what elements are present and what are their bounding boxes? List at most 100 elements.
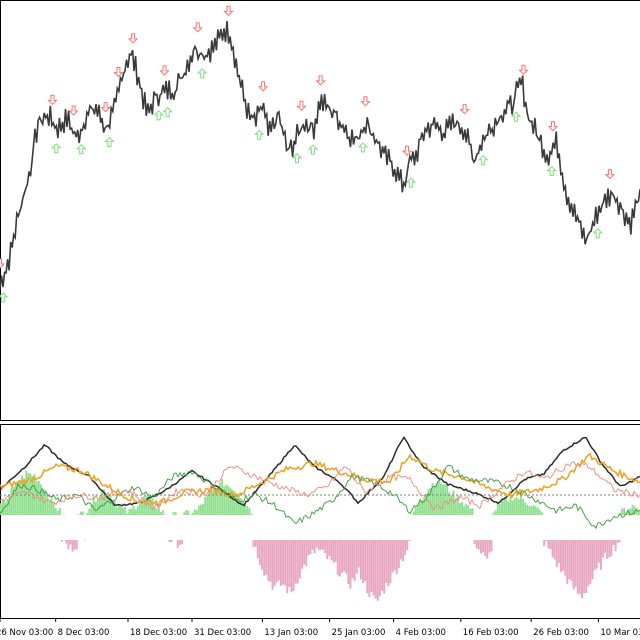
histogram-bar-positive: [56, 510, 59, 515]
histogram-bar-negative: [326, 540, 329, 560]
histogram-bar-negative: [570, 540, 573, 581]
sell-arrow-shape: [47, 94, 58, 106]
x-tick-label: 4 Feb 03:00: [396, 628, 446, 638]
histogram-bar-negative: [585, 540, 588, 593]
histogram-bar-negative: [351, 540, 354, 579]
histogram-bar-positive: [117, 505, 120, 515]
histogram-bar-positive: [541, 512, 543, 515]
histogram-bar-positive: [52, 502, 55, 515]
histogram-bar-positive: [212, 488, 215, 515]
histogram-bar-positive: [524, 502, 527, 515]
histogram-bar-negative: [181, 540, 183, 544]
histogram-bar-negative: [393, 540, 396, 571]
histogram-bar-negative: [600, 540, 602, 570]
histogram-bar-negative: [362, 540, 364, 583]
histogram-bar-positive: [80, 511, 82, 515]
histogram-bar-positive: [115, 507, 118, 515]
orange-line-series: [0, 452, 640, 507]
histogram-bar-negative: [347, 540, 350, 584]
histogram-bar-positive: [513, 498, 516, 515]
buy-arrow-icon: [51, 143, 62, 154]
histogram-bar-negative: [595, 540, 598, 569]
histogram-bar-positive: [132, 505, 135, 515]
histogram-bar-negative: [313, 540, 316, 554]
x-tick-label: 10 Mar 03:00: [600, 628, 640, 638]
histogram-bar-positive: [107, 495, 110, 515]
histogram-bar-negative: [572, 540, 575, 590]
buy-arrow-icon: [546, 165, 557, 176]
sell-arrow-icon: [159, 65, 170, 76]
histogram-bar-negative: [562, 540, 564, 571]
buy-arrow-shape: [357, 142, 369, 153]
histogram-bar-positive: [223, 486, 226, 515]
histogram-bar-positive: [185, 510, 188, 515]
sell-arrow-icon: [518, 64, 529, 75]
histogram-bar-positive: [33, 474, 36, 515]
histogram-bar-negative: [292, 540, 295, 591]
histogram-bar-negative: [73, 540, 76, 550]
sell-arrow-icon: [192, 22, 203, 33]
x-tick-label: 18 Dec 03:00: [130, 628, 187, 638]
buy-arrow-shape: [162, 107, 173, 118]
histogram-bar-negative: [311, 540, 314, 550]
histogram-bar-negative: [408, 540, 411, 541]
histogram-bar-positive: [58, 507, 61, 515]
histogram-bar-positive: [214, 487, 217, 515]
sell-arrow-icon: [223, 5, 234, 17]
histogram-bar-positive: [469, 508, 472, 515]
histogram-bar-positive: [461, 501, 463, 515]
histogram-bar-positive: [202, 504, 204, 515]
green-line-series: [0, 464, 640, 530]
histogram-bar-negative: [477, 540, 480, 550]
histogram-bar-negative: [332, 540, 335, 563]
histogram-bar-negative: [353, 540, 356, 581]
histogram-bar-positive: [496, 502, 499, 515]
histogram-bar-positive: [425, 494, 428, 515]
buy-arrow-shape: [307, 144, 319, 155]
sell-arrow-shape: [113, 66, 124, 78]
histogram-bar-negative: [383, 540, 386, 594]
histogram-bar-negative: [349, 540, 352, 589]
histogram-bar-positive: [412, 511, 415, 515]
histogram-bar-positive: [456, 495, 459, 515]
histogram-bar-positive: [227, 485, 230, 515]
histogram-bar-negative: [280, 540, 282, 586]
x-tick-label: 26 Feb 03:00: [533, 628, 589, 638]
sell-arrow-icon: [113, 66, 124, 78]
histogram-bar-negative: [606, 540, 609, 559]
histogram-bar-positive: [197, 505, 200, 515]
histogram-bar-negative: [581, 540, 583, 599]
histogram-bar-negative: [614, 540, 617, 552]
sell-arrow-icon: [0, 258, 6, 269]
histogram-bar-negative: [578, 540, 581, 594]
histogram-bar-positive: [216, 490, 219, 515]
histogram-bar-positive: [450, 495, 453, 515]
histogram-bar-positive: [105, 495, 108, 515]
histogram-bar-positive: [446, 484, 449, 515]
histogram-bar-negative: [576, 540, 579, 594]
histogram-bar-negative: [61, 540, 63, 542]
sell-arrow-shape: [192, 22, 203, 33]
histogram-bar-positive: [433, 485, 436, 515]
histogram-bar-negative: [566, 540, 569, 584]
buy-arrow-shape: [546, 165, 557, 176]
sell-arrow-shape: [315, 75, 326, 86]
histogram-bar-positive: [86, 513, 89, 515]
histogram-bar-negative: [252, 540, 255, 548]
histogram-bar-negative: [265, 540, 268, 575]
histogram-bar-negative: [564, 540, 567, 576]
histogram-bar-positive: [162, 510, 164, 515]
histogram-bar-positive: [16, 483, 19, 515]
buy-arrow-shape: [0, 292, 9, 303]
histogram-bar-negative: [334, 540, 337, 562]
sell-arrow-icon: [401, 145, 413, 156]
histogram-bar-positive: [101, 490, 103, 515]
histogram-bar-negative: [612, 540, 615, 545]
histogram-bar-positive: [77, 514, 80, 515]
x-tick-label: 13 Jan 03:00: [264, 628, 318, 638]
main-panel-frame: [0, 0, 640, 421]
histogram-bar-positive: [448, 492, 451, 515]
histogram-bar-positive: [511, 500, 514, 515]
histogram-bar-positive: [10, 488, 13, 515]
histogram-bar-positive: [208, 492, 211, 515]
